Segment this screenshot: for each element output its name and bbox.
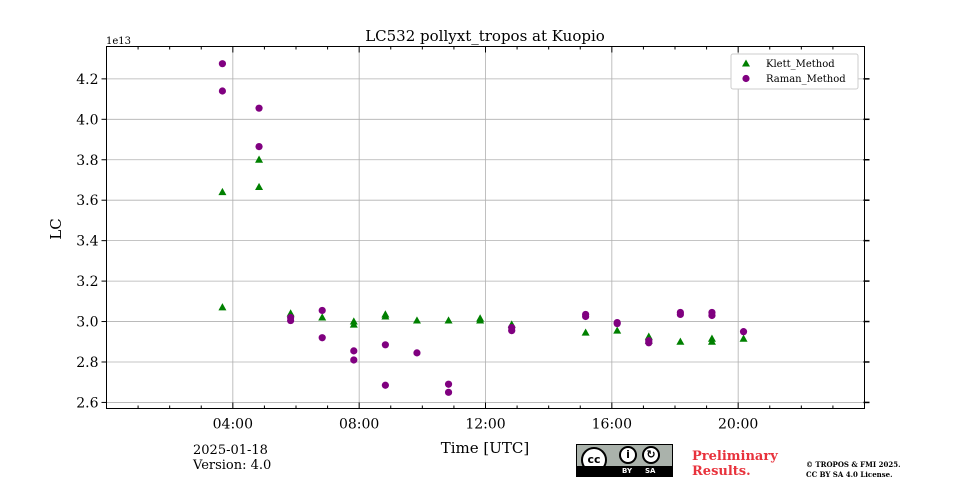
legend-label-raman: Raman_Method (766, 74, 846, 85)
cc-license-badge: cc i ↻ BY SA (576, 444, 673, 477)
legend-marker-klett (742, 59, 750, 67)
point-raman (645, 339, 653, 347)
point-raman (739, 328, 748, 336)
point-klett (581, 328, 590, 336)
legend-label-klett: Klett_Method (766, 59, 835, 70)
point-raman (218, 60, 227, 68)
cc-sa-label: SA (645, 467, 656, 475)
y-tick-label: 3.2 (76, 274, 98, 290)
point-klett (255, 182, 264, 191)
cc-by-label: BY (622, 467, 633, 475)
y-tick-label: 3.6 (76, 193, 98, 209)
point-klett (349, 320, 358, 328)
point-raman (582, 312, 590, 321)
legend-marker-raman (742, 74, 750, 83)
point-raman (613, 319, 621, 328)
point-klett (218, 303, 227, 311)
point-klett (318, 313, 327, 321)
chart-title: LC532 pollyxt_tropos at Kuopio (365, 27, 605, 45)
preliminary-results-notice: Preliminary Results. (692, 449, 778, 479)
y-tick-label: 2.8 (76, 355, 98, 371)
legend-box (730, 53, 859, 90)
footer-version: Version: 4.0 (193, 458, 272, 473)
preliminary-line-2: Results. (692, 464, 751, 479)
y-tick-label: 3.0 (76, 315, 98, 331)
point-raman (444, 380, 453, 388)
cc-label-bar: BY SA (577, 466, 672, 476)
point-raman (508, 327, 516, 335)
point-raman (218, 87, 227, 95)
point-raman (708, 311, 716, 320)
point-raman (255, 143, 263, 151)
point-klett (739, 334, 748, 342)
point-klett (707, 337, 716, 345)
y-tick-label: 3.8 (76, 153, 98, 169)
y-tick-label: 4.0 (76, 112, 98, 128)
data-marks (218, 60, 748, 396)
point-klett (676, 337, 685, 345)
footer-date: 2025-01-18 (193, 443, 268, 458)
point-klett (476, 316, 485, 324)
y-tick-label: 3.4 (76, 234, 98, 250)
x-tick-label: 04:00 (213, 417, 253, 433)
y-axis-label: LC (47, 218, 65, 239)
x-tick-label: 16:00 (592, 417, 632, 433)
x-tick-label: 20:00 (718, 417, 758, 433)
point-raman (676, 310, 684, 319)
y-tick-label: 2.6 (76, 395, 98, 411)
y-axis-multiplier: 1e13 (106, 36, 131, 47)
point-raman (413, 349, 421, 357)
legend: Klett_Method Raman_Method (730, 53, 859, 90)
cc-by-icon: i (619, 446, 637, 464)
point-raman (350, 347, 358, 355)
cc-sa-icon: ↻ (642, 446, 660, 464)
point-raman (287, 316, 295, 325)
point-raman (318, 306, 326, 315)
point-raman (255, 104, 263, 112)
x-tick-label: 12:00 (465, 417, 505, 433)
point-klett (412, 316, 421, 324)
point-raman (318, 334, 326, 342)
y-tick-label: 4.2 (76, 72, 98, 88)
x-tick-label: 08:00 (339, 417, 379, 433)
point-klett (255, 155, 264, 163)
x-axis-label: Time [UTC] (441, 439, 530, 457)
copyright-notice: © TROPOS & FMI 2025. CC BY SA 4.0 Licens… (806, 460, 901, 480)
preliminary-line-1: Preliminary (692, 449, 778, 464)
copyright-line-2: CC BY SA 4.0 License. (806, 470, 893, 479)
point-klett (613, 326, 622, 334)
axis-ticks: 04:00 08:00 12:00 16:00 20:00 2.6 2.8 3.0 3.2 3.4… (76, 46, 870, 433)
point-raman (381, 341, 389, 349)
point-raman (381, 381, 389, 389)
point-klett (444, 316, 453, 324)
point-raman (444, 388, 453, 396)
grid-lines (106, 46, 865, 409)
point-raman (350, 356, 358, 364)
point-klett (381, 312, 390, 320)
copyright-line-1: © TROPOS & FMI 2025. (806, 460, 901, 469)
point-klett (218, 187, 227, 196)
